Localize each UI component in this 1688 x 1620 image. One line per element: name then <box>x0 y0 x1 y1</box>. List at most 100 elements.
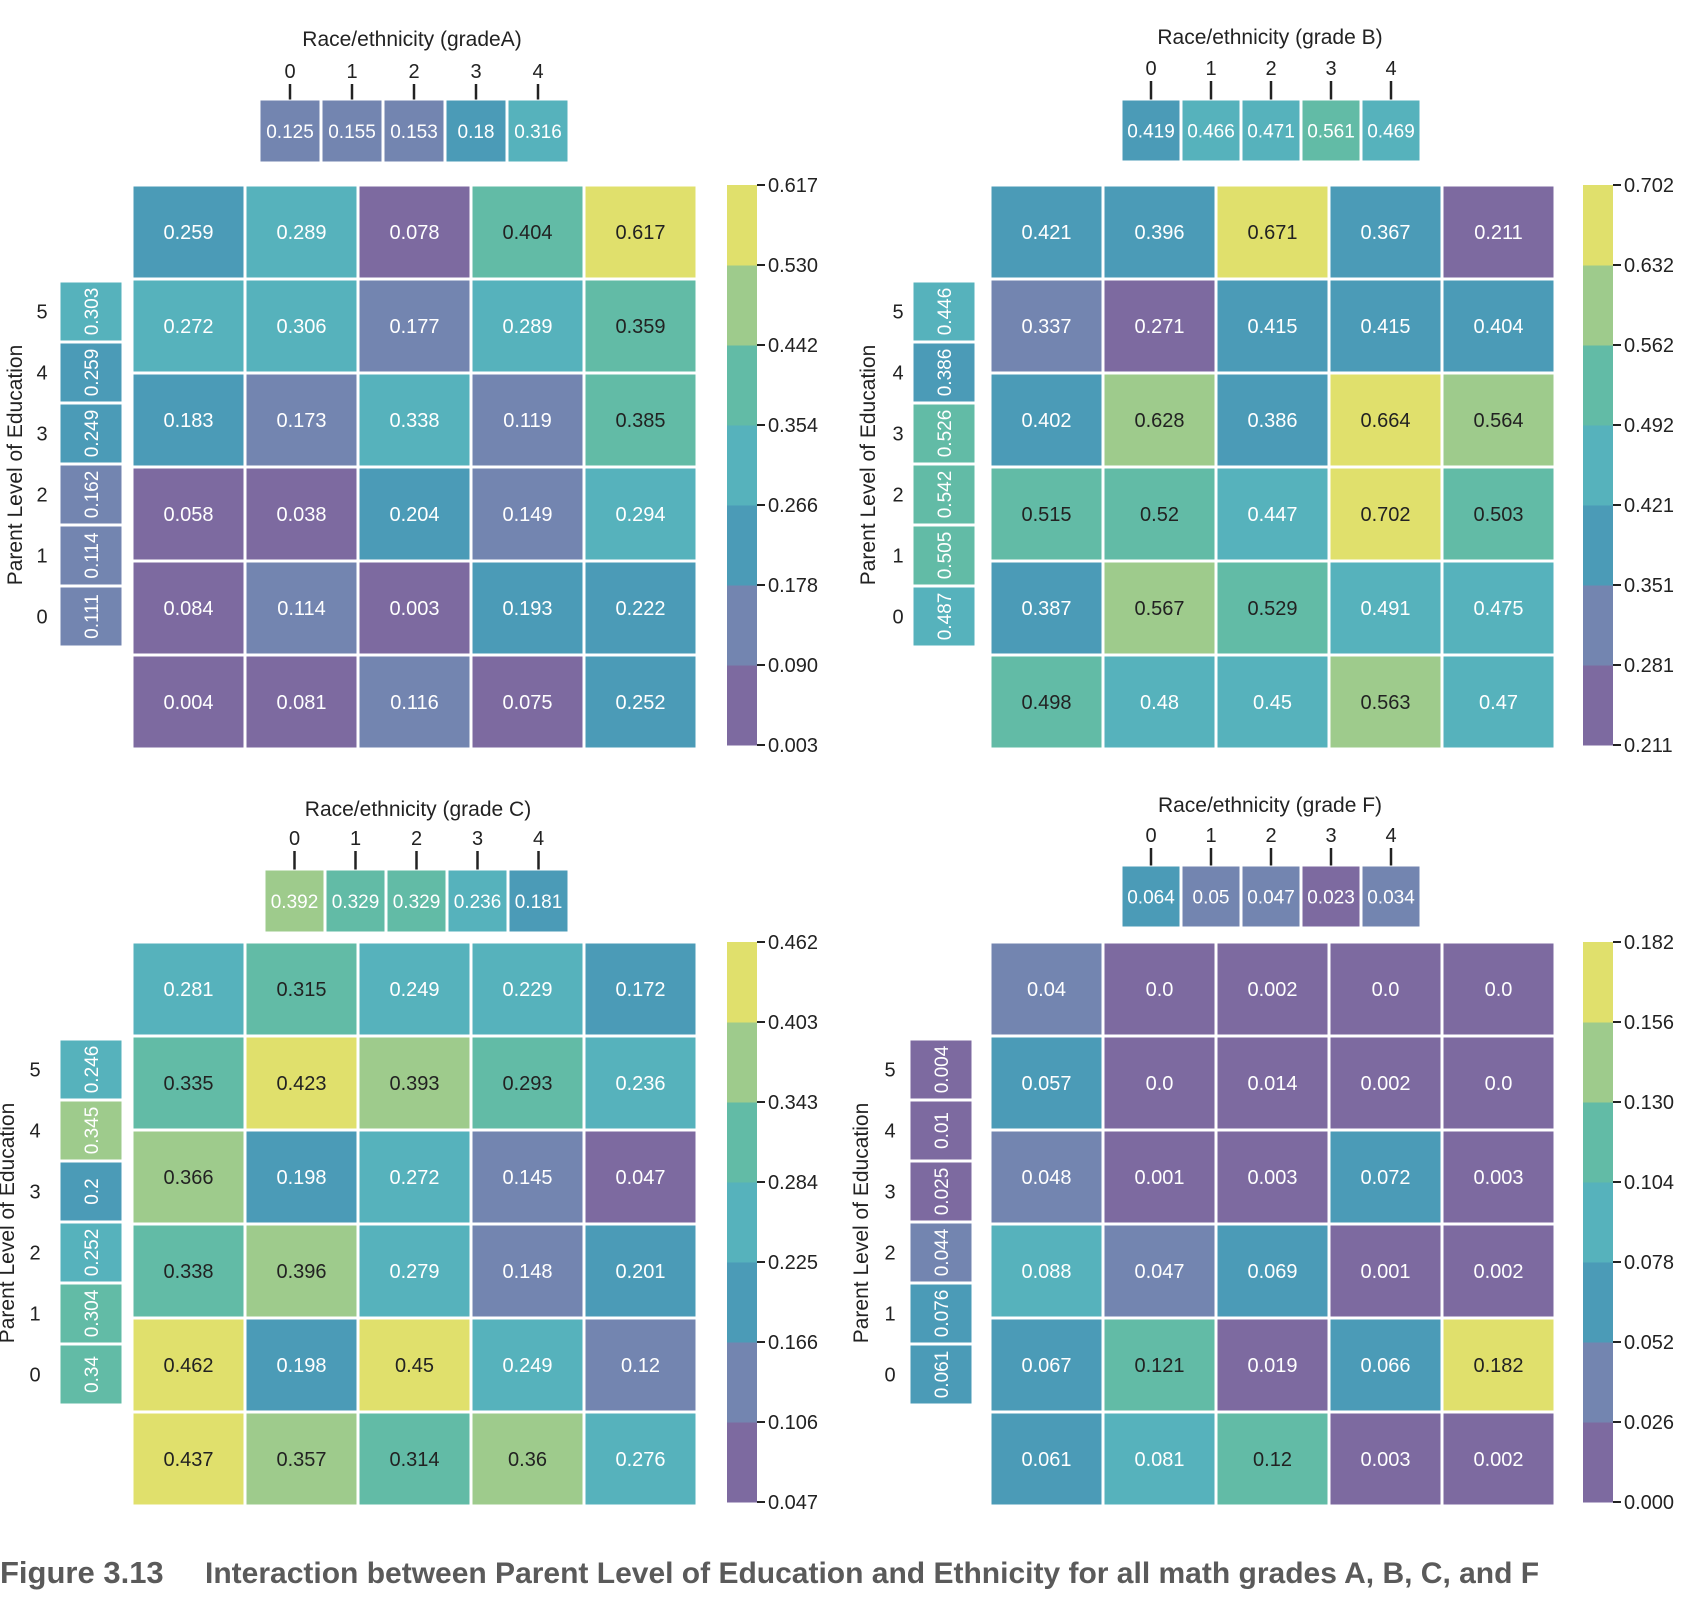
top-tick-label: 4 <box>1385 58 1396 80</box>
colorbar-segment <box>1583 425 1613 506</box>
top-marginal-cell <box>1241 99 1301 162</box>
colorbar-tick-label: 0.156 <box>1624 1012 1674 1034</box>
side-tick-label: 4 <box>884 1121 895 1143</box>
heatmap-cell-label: 0.366 <box>163 1167 213 1189</box>
heatmap-cell-label: 0.515 <box>1021 504 1071 526</box>
top-tick-label: 1 <box>1205 58 1216 80</box>
heatmap-cell-label: 0.404 <box>1473 316 1523 338</box>
heatmap-cell <box>1440 653 1557 751</box>
heatmap-cell-label: 0.385 <box>615 410 665 432</box>
colorbar-tick-label: 0.047 <box>768 1492 818 1514</box>
heatmap-cell <box>130 1222 247 1320</box>
side-tick-label: 5 <box>892 302 903 324</box>
top-marginal-label: 0.18 <box>458 122 495 143</box>
heatmap-cell-label: 0.075 <box>502 692 552 714</box>
heatmap-cell <box>243 940 360 1038</box>
heatmap-cell-label: 0.567 <box>1134 598 1184 620</box>
top-tick-label: 3 <box>1325 825 1336 847</box>
heatmap-cell <box>1440 1316 1557 1414</box>
heatmap-cell-label: 0.393 <box>389 1073 439 1095</box>
side-marginal-cell <box>912 403 976 464</box>
top-tick-label: 3 <box>470 61 481 83</box>
heatmap-cell-label: 0.002 <box>1473 1261 1523 1283</box>
heatmap-cell-label: 0.057 <box>1021 1073 1071 1095</box>
side-marginal-label: 0.259 <box>82 349 103 397</box>
heatmap-cell-label: 0.0 <box>1372 979 1400 1001</box>
colorbar-segment <box>1583 265 1613 346</box>
top-marginal-cell <box>447 869 508 933</box>
top-marginal-label: 0.064 <box>1127 888 1175 909</box>
heatmap-cell <box>1214 559 1331 657</box>
heatmap-cell <box>356 1034 473 1132</box>
colorbar-segment <box>727 505 757 586</box>
heatmap-cell <box>356 1410 473 1508</box>
heatmap-cell <box>130 465 247 563</box>
colorbar-tick-label: 0.104 <box>1624 1172 1674 1194</box>
top-tick-label: 4 <box>533 828 544 850</box>
heatmap-cell-label: 0.314 <box>389 1449 439 1471</box>
heatmap-cell-label: 0.149 <box>502 504 552 526</box>
heatmap-cell <box>988 1034 1105 1132</box>
colorbar-tick-label: 0.003 <box>768 735 818 757</box>
top-marginal-label: 0.181 <box>515 892 563 913</box>
heatmap-cell <box>1327 1222 1444 1320</box>
figure-caption-text: Interaction between Parent Level of Educ… <box>205 1557 1539 1590</box>
y-axis-label: Parent Level of Education <box>0 1103 19 1344</box>
heatmap-cell-label: 0.229 <box>502 979 552 1001</box>
heatmap-cell-label: 0.116 <box>390 692 439 714</box>
side-tick-label: 2 <box>36 485 47 507</box>
heatmap-cell <box>1101 559 1218 657</box>
heatmap-cell <box>582 183 699 281</box>
panel-title: Race/ethnicity (gradeA) <box>302 28 521 51</box>
heatmap-cell-label: 0.279 <box>389 1261 439 1283</box>
heatmap-cell <box>1214 465 1331 563</box>
top-marginal-cell <box>259 99 321 163</box>
side-marginal-label: 0.114 <box>82 532 103 579</box>
heatmap-cell-label: 0.475 <box>1473 598 1523 620</box>
top-marginal-label: 0.047 <box>1247 888 1295 909</box>
heatmap-cell <box>243 183 360 281</box>
heatmap-cell-label: 0.173 <box>276 410 326 432</box>
side-marginal-cell <box>59 1039 123 1100</box>
heatmap-cell-label: 0.002 <box>1360 1073 1410 1095</box>
colorbar-tick-label: 0.266 <box>768 495 818 517</box>
side-tick-label: 1 <box>36 546 47 568</box>
colorbar-tick-label: 0.225 <box>768 1252 818 1274</box>
colorbar-tick-label: 0.281 <box>1624 655 1674 677</box>
heatmap-cell-label: 0.001 <box>1360 1261 1410 1283</box>
side-marginal-cell <box>59 586 123 647</box>
heatmap-cell-label: 0.315 <box>276 979 326 1001</box>
heatmap-cell <box>1327 183 1444 281</box>
heatmap-cell <box>1101 1128 1218 1226</box>
heatmap-cell-label: 0.058 <box>163 504 213 526</box>
heatmap-cell-label: 0.628 <box>1134 410 1184 432</box>
heatmap-cell-label: 0.204 <box>389 504 439 526</box>
heatmap-cell <box>1101 653 1218 751</box>
colorbar-segment <box>1583 1182 1613 1263</box>
top-tick-label: 2 <box>1265 825 1276 847</box>
colorbar-segment <box>727 942 757 1023</box>
heatmap-cell-label: 0.289 <box>502 316 552 338</box>
side-marginal-cell <box>59 403 123 464</box>
side-marginal-cell <box>909 1161 973 1222</box>
heatmap-cell <box>469 1316 586 1414</box>
heatmap-cell-label: 0.386 <box>1247 410 1297 432</box>
side-tick-label: 4 <box>29 1121 40 1143</box>
side-tick-label: 1 <box>29 1304 40 1326</box>
side-marginal-label: 0.526 <box>935 410 956 458</box>
side-tick-label: 0 <box>36 607 47 629</box>
colorbar-segment <box>727 1262 757 1343</box>
colorbar-tick-label: 0.632 <box>1624 255 1674 277</box>
heatmap-cell <box>243 653 360 751</box>
heatmap-cell-label: 0.0 <box>1146 1073 1174 1095</box>
panel-title: Race/ethnicity (grade B) <box>1157 26 1382 49</box>
heatmap-cell-label: 0.177 <box>389 316 439 338</box>
side-tick-label: 5 <box>36 302 47 324</box>
heatmap-cell-label: 0.003 <box>389 598 439 620</box>
heatmap-cell <box>356 1222 473 1320</box>
heatmap-cell-label: 0.396 <box>276 1261 326 1283</box>
side-tick-label: 2 <box>29 1243 40 1265</box>
top-marginal-label: 0.05 <box>1193 888 1230 909</box>
colorbar-segment <box>727 1342 757 1423</box>
